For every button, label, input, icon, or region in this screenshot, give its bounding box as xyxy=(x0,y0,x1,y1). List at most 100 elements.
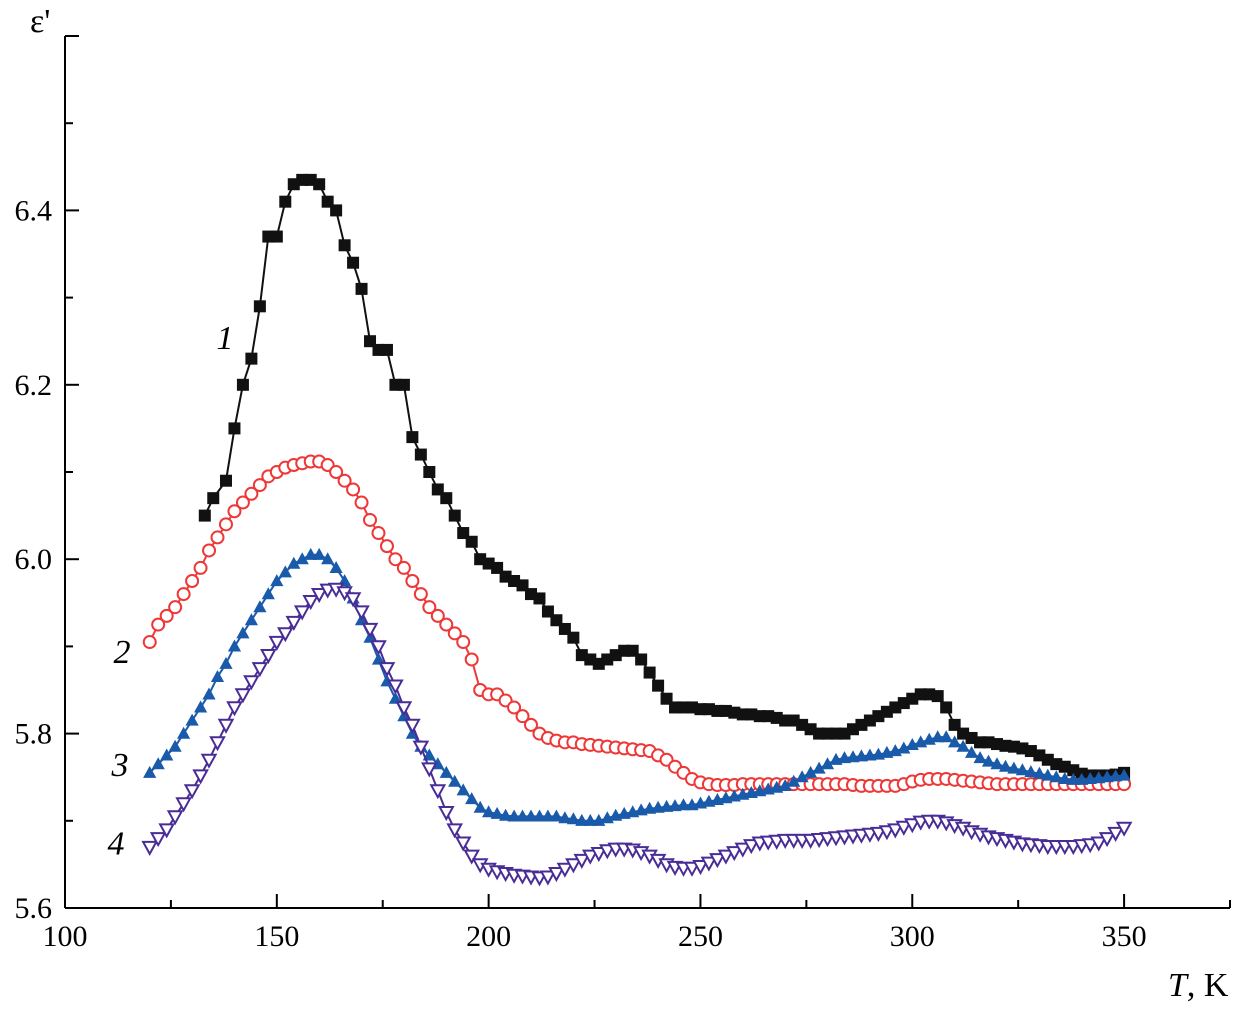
data-point xyxy=(244,613,258,626)
data-point xyxy=(194,700,208,713)
ticks: 100 150 200 250 300 350 5.6 5.8 6.0 6.2 6.4 xyxy=(15,35,1231,953)
data-point xyxy=(446,823,463,839)
data-point xyxy=(412,740,430,756)
y-tick-label: 6.0 xyxy=(15,543,53,576)
data-point xyxy=(293,605,311,621)
data-point xyxy=(440,492,453,505)
data-point xyxy=(143,765,157,778)
data-point xyxy=(329,465,344,479)
data-point xyxy=(355,282,368,295)
data-point xyxy=(438,806,455,822)
data-point xyxy=(812,761,826,774)
data-point xyxy=(533,592,546,605)
data-point xyxy=(566,812,580,825)
data-point xyxy=(185,713,199,726)
y-tick-label: 5.6 xyxy=(15,892,53,925)
data-point xyxy=(378,662,396,678)
data-point xyxy=(683,861,701,877)
data-point xyxy=(456,783,470,796)
data-point xyxy=(310,588,328,604)
data-point xyxy=(464,652,479,667)
data-point xyxy=(482,805,496,818)
data-point xyxy=(422,600,437,615)
data-point xyxy=(709,853,726,869)
x-axis-label: T, K xyxy=(1168,967,1229,1004)
data-point xyxy=(388,552,403,567)
data-point xyxy=(209,736,226,752)
data-point xyxy=(346,482,361,497)
data-point xyxy=(643,666,656,679)
y-tick-label: 6.4 xyxy=(15,194,53,227)
data-point xyxy=(490,806,504,819)
x-axis-unit: , K xyxy=(1187,967,1229,1004)
data-point xyxy=(1081,838,1099,854)
data-point xyxy=(804,765,818,778)
data-point xyxy=(285,615,303,631)
data-point xyxy=(515,709,530,724)
data-point xyxy=(931,730,945,743)
data-point xyxy=(1024,765,1038,778)
data-point xyxy=(361,622,379,638)
data-point xyxy=(573,853,591,869)
data-point xyxy=(244,486,259,501)
data-point xyxy=(337,473,352,488)
data-point xyxy=(236,626,250,639)
data-point xyxy=(421,762,438,778)
data-point xyxy=(539,870,557,886)
data-point xyxy=(261,587,275,600)
data-point xyxy=(219,474,232,487)
x-tick-label: 300 xyxy=(890,920,935,953)
data-point xyxy=(981,754,996,767)
data-point xyxy=(414,448,427,461)
data-point xyxy=(243,675,260,691)
data-point xyxy=(870,826,887,842)
data-point xyxy=(507,700,522,715)
data-point xyxy=(904,818,921,834)
data-point xyxy=(388,691,402,704)
data-point xyxy=(380,343,393,356)
data-point xyxy=(454,836,472,852)
data-point xyxy=(253,600,267,613)
data-point xyxy=(1066,772,1080,785)
data-point xyxy=(439,765,453,778)
data-point xyxy=(1049,770,1063,783)
data-point xyxy=(583,813,597,826)
data-point xyxy=(219,656,233,669)
data-point xyxy=(279,195,292,208)
data-point xyxy=(363,512,378,527)
data-point xyxy=(347,256,360,269)
series-3 xyxy=(143,547,1131,826)
data-point xyxy=(227,639,242,652)
data-point xyxy=(151,757,165,770)
data-point xyxy=(338,239,351,252)
data-point xyxy=(405,574,420,588)
x-tick-label: 350 xyxy=(1102,920,1147,953)
data-point xyxy=(1115,821,1133,837)
y-axis-label: ε' xyxy=(30,3,50,40)
series-2 xyxy=(142,454,1132,793)
data-point xyxy=(379,539,394,554)
data-point xyxy=(795,770,809,783)
data-point xyxy=(1032,766,1046,779)
data-point xyxy=(956,739,970,752)
data-point xyxy=(168,600,183,615)
data-point xyxy=(507,809,521,822)
data-point xyxy=(330,204,343,217)
data-point xyxy=(931,690,944,703)
data-point xyxy=(321,552,335,565)
data-point xyxy=(1058,772,1072,784)
data-point xyxy=(895,820,913,836)
data-point xyxy=(652,679,665,692)
data-point xyxy=(887,823,904,839)
data-point xyxy=(575,813,589,826)
data-point xyxy=(948,735,962,748)
data-point xyxy=(743,839,760,855)
data-point xyxy=(700,856,718,872)
data-point xyxy=(397,378,410,391)
data-point xyxy=(270,230,283,243)
data-point xyxy=(1117,768,1131,781)
series-1 xyxy=(198,173,1131,782)
series-label-4: 4 xyxy=(108,826,125,863)
data-point xyxy=(939,730,953,743)
